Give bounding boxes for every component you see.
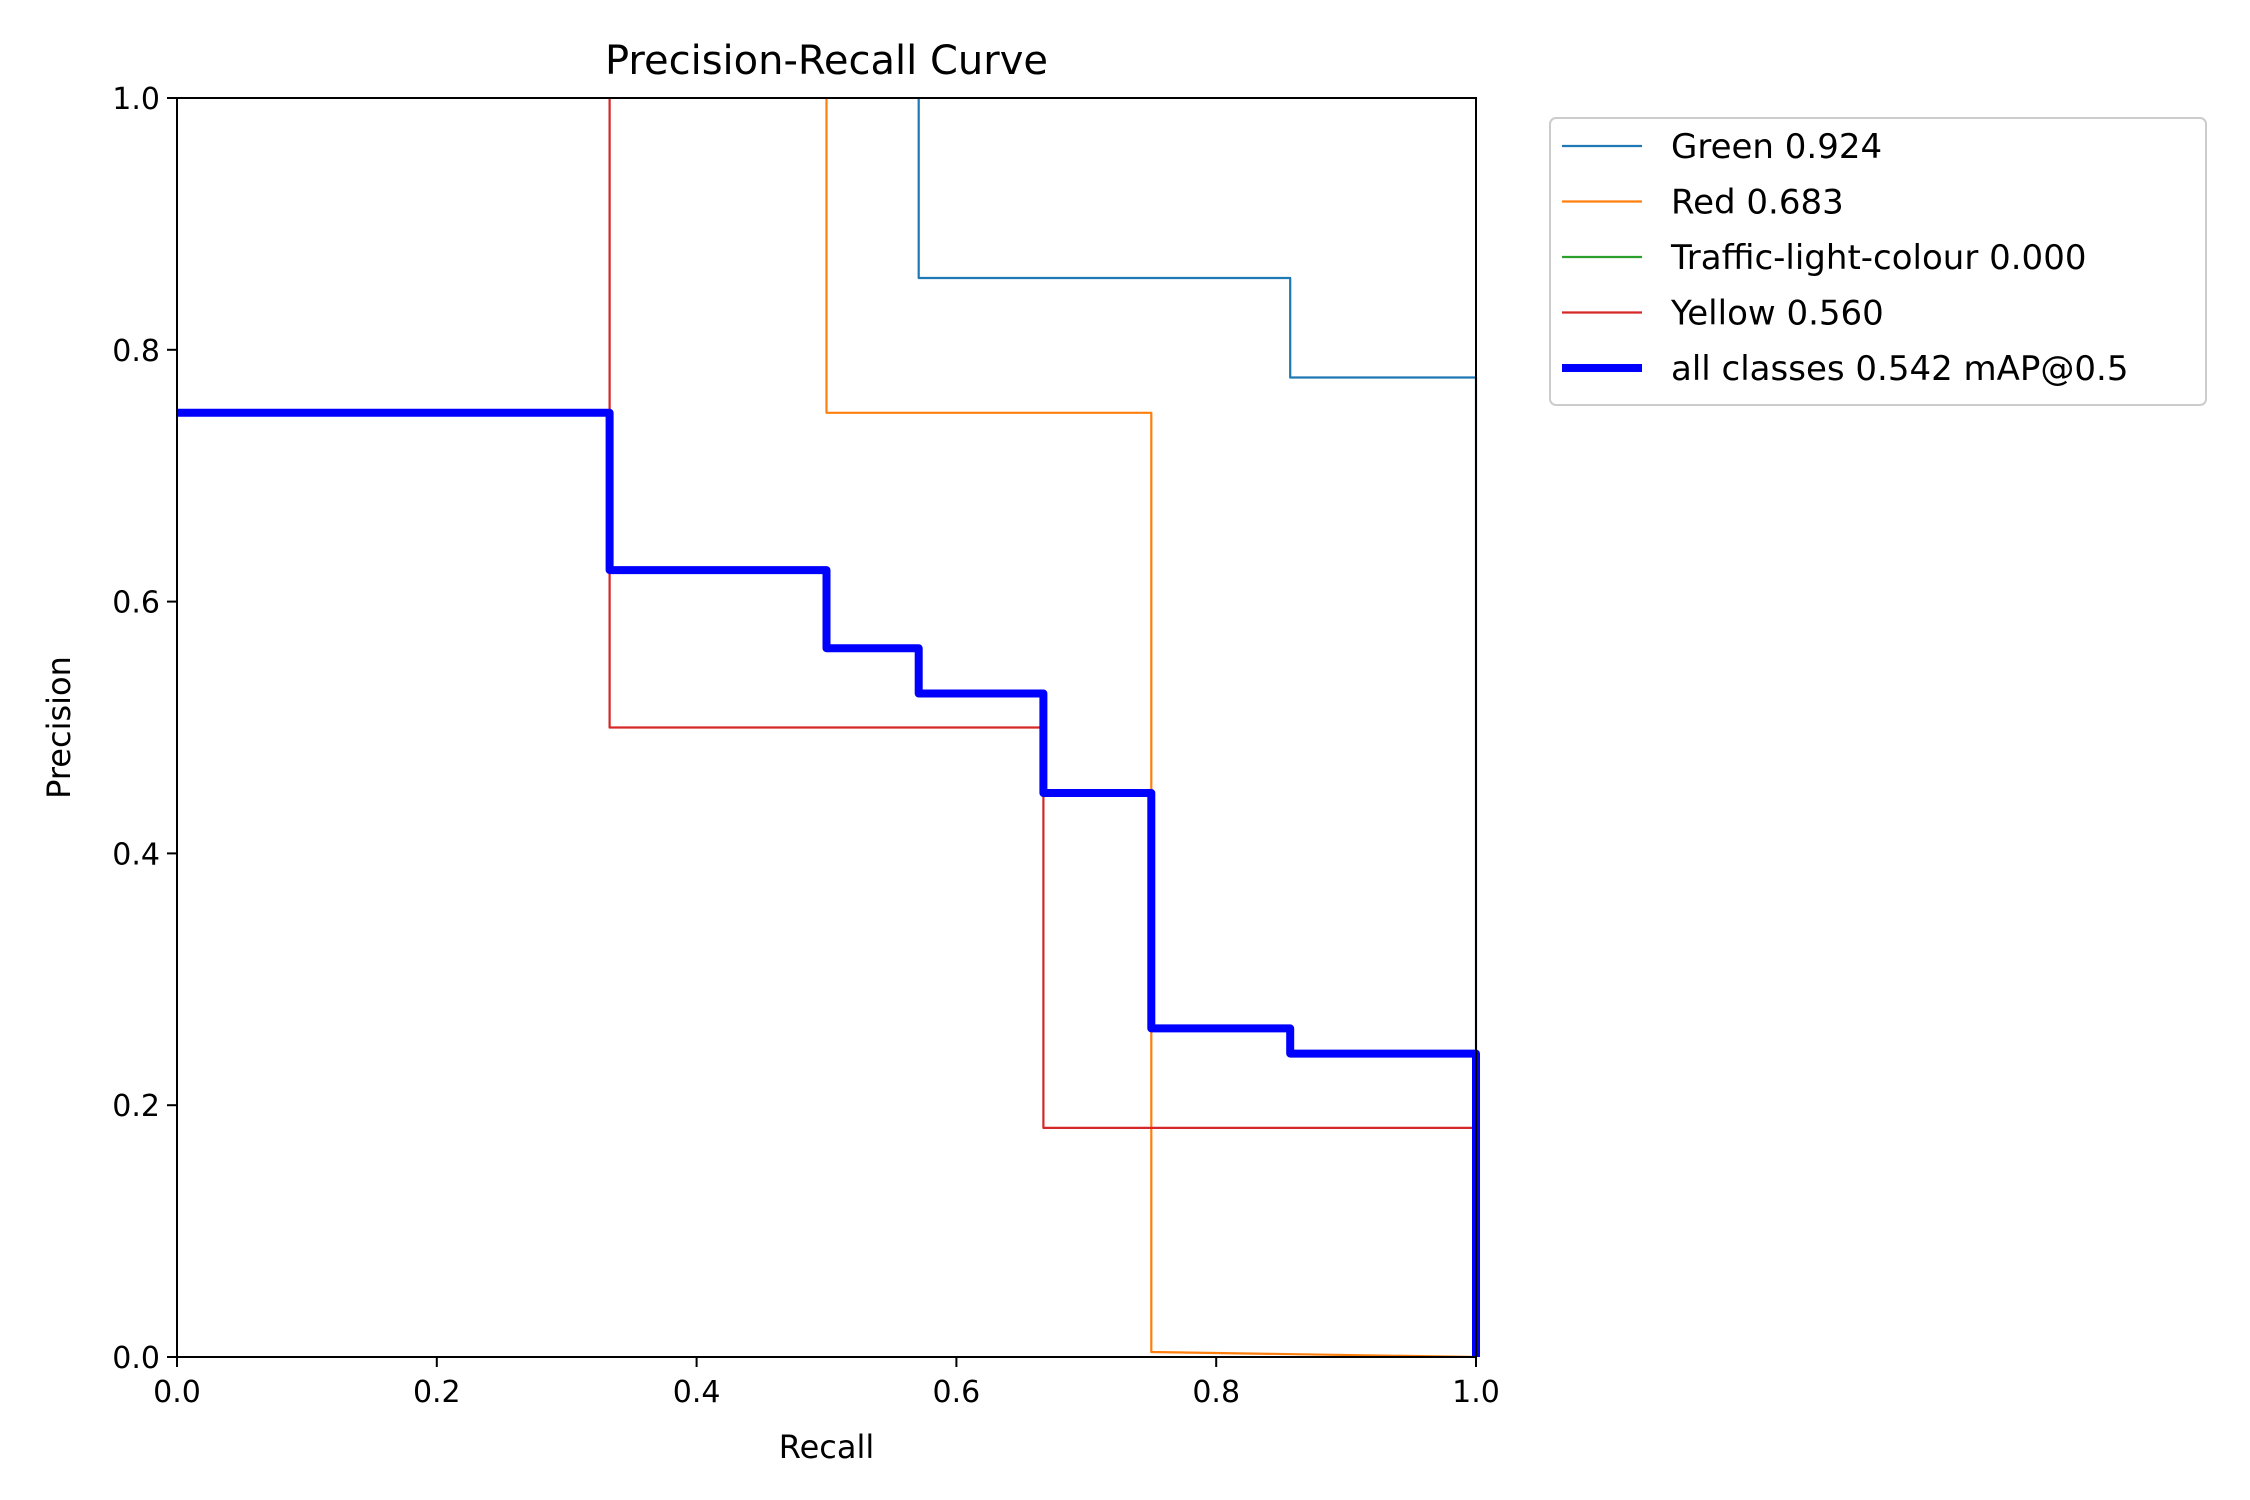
legend-box (1549, 117, 2207, 406)
x-tick-label: 0.6 (933, 1375, 981, 1410)
plot-frame (176, 97, 1477, 1358)
y-tick-label: 0.6 (112, 586, 160, 621)
y-axis-label: Precision (40, 656, 78, 799)
y-tick-label: 0.2 (112, 1089, 160, 1124)
legend-label: all classes 0.542 mAP@0.5 (1671, 349, 2128, 389)
x-tick-label: 0.2 (413, 1375, 461, 1410)
y-axis: 0.0 0.2 0.4 0.6 0.8 1.0 (112, 82, 177, 1376)
x-tick-label: 0.8 (1192, 1375, 1240, 1410)
y-tick-label: 0.0 (112, 1341, 160, 1376)
chart-title: Precision-Recall Curve (605, 38, 1048, 84)
x-axis: 0.0 0.2 0.4 0.6 0.8 1.0 (153, 1357, 1500, 1410)
x-tick-label: 1.0 (1452, 1375, 1500, 1410)
legend-label: Traffic-light-colour 0.000 (1670, 238, 2086, 278)
legend: Green 0.924 Red 0.683 Traffic-light-colour… (1549, 117, 2207, 406)
series-line-1 (825, 98, 1477, 1359)
legend-label: Yellow 0.560 (1670, 294, 1884, 334)
y-tick-label: 0.8 (112, 334, 160, 369)
legend-label: Red 0.683 (1671, 183, 1844, 223)
x-tick-label: 0.4 (673, 1375, 721, 1410)
x-tick-label: 0.0 (153, 1375, 201, 1410)
y-tick-label: 1.0 (112, 82, 160, 117)
y-tick-label: 0.4 (112, 837, 160, 872)
x-axis-label: Recall (779, 1428, 874, 1466)
legend-label: Green 0.924 (1671, 127, 1882, 167)
series-line-4 (177, 408, 1480, 1357)
